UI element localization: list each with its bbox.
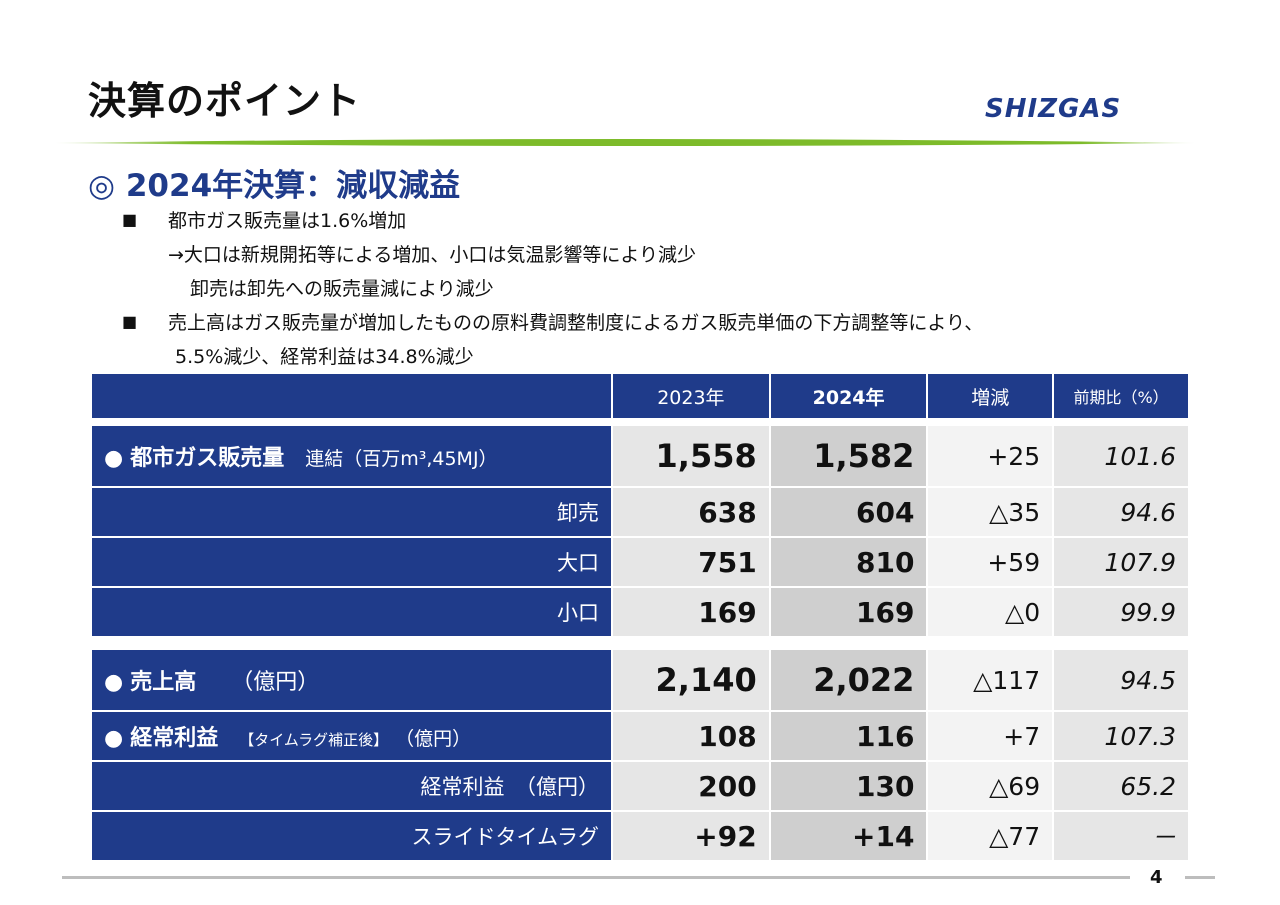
double-circle-icon: ◎ <box>88 168 116 204</box>
row-label-ordinary-adjusted: ● 経常利益 【タイムラグ補正後】 （億円） <box>92 712 612 760</box>
table-row: ● 経常利益 【タイムラグ補正後】 （億円） 108 116 +7 107.3 <box>92 712 1188 760</box>
value-change: △77 <box>928 812 1053 860</box>
value-2023: 108 <box>613 712 769 760</box>
footer-rule <box>62 876 1130 879</box>
value-2023: 2,140 <box>613 650 769 710</box>
value-ratio: 94.5 <box>1054 650 1188 710</box>
row-label-large: 大口 <box>92 538 612 586</box>
row-label-rest: （億円） <box>231 670 320 695</box>
value-2024: 130 <box>770 762 927 810</box>
row-label-rest: 連結（百万m³,45MJ） <box>305 448 498 470</box>
bullet-line-3: 卸売は卸先への販売量減により減少 <box>190 278 494 300</box>
table-header-row: 2023年 2024年 増減 前期比（%） <box>92 374 1188 418</box>
table-row: スライドタイムラグ +92 +14 △77 － <box>92 812 1188 860</box>
row-label-bold: 都市ガス販売量 <box>130 446 285 471</box>
header-2023: 2023年 <box>613 374 769 418</box>
row-label-sales: ● 売上高 （億円） <box>92 650 612 710</box>
value-change: +7 <box>928 712 1053 760</box>
row-label-ordinary: 経常利益 （億円） <box>92 762 612 810</box>
row-label-gas-volume: ● 都市ガス販売量 連結（百万m³,45MJ） <box>92 426 612 486</box>
bullet-line-2: →大口は新規開拓等による増加、小口は気温影響等により減少 <box>168 244 696 266</box>
page-number: 4 <box>1150 867 1163 888</box>
table-row: ● 売上高 （億円） 2,140 2,022 △117 94.5 <box>92 650 1188 710</box>
header-change: 増減 <box>928 374 1053 418</box>
header-green-rule <box>55 139 1195 146</box>
value-2023: 200 <box>613 762 769 810</box>
value-change: △117 <box>928 650 1053 710</box>
value-2024: 169 <box>770 588 927 636</box>
bullet-line-1: 都市ガス販売量は1.6%増加 <box>168 210 407 232</box>
section-heading: ◎ 2024年決算：減収減益 <box>88 160 460 205</box>
header-blank-cell <box>92 374 612 418</box>
value-2024: +14 <box>770 812 927 860</box>
footer-rule-end <box>1185 876 1215 879</box>
value-ratio: 94.6 <box>1054 488 1188 536</box>
section-heading-text: 2024年決算：減収減益 <box>125 168 461 204</box>
row-label-rest: （億円） <box>395 728 472 750</box>
bullet-line-4: 売上高はガス販売量が増加したものの原料費調整制度によるガス販売単価の下方調整等に… <box>168 312 984 334</box>
bullet-line-5: 5.5%減少、経常利益は34.8%減少 <box>175 346 474 368</box>
value-change: +59 <box>928 538 1053 586</box>
value-2023: 751 <box>613 538 769 586</box>
value-ratio: 65.2 <box>1054 762 1188 810</box>
header-yoy-ratio: 前期比（%） <box>1054 374 1188 418</box>
value-2024: 810 <box>770 538 927 586</box>
value-ratio: 107.3 <box>1054 712 1188 760</box>
results-table: 2023年 2024年 増減 前期比（%） ● 都市ガス販売量 連結（百万m³,… <box>90 372 1190 862</box>
table-row: 大口 751 810 +59 107.9 <box>92 538 1188 586</box>
shizgas-logo: SHIZGAS <box>985 94 1122 124</box>
value-ratio: 101.6 <box>1054 426 1188 486</box>
value-2024: 2,022 <box>770 650 927 710</box>
row-label-bold: 売上高 <box>130 670 197 695</box>
table-row: 小口 169 169 △0 99.9 <box>92 588 1188 636</box>
value-2023: +92 <box>613 812 769 860</box>
value-ratio: 99.9 <box>1054 588 1188 636</box>
row-label-tag: 【タイムラグ補正後】 <box>239 731 389 749</box>
value-change: △35 <box>928 488 1053 536</box>
table-row: ● 都市ガス販売量 連結（百万m³,45MJ） 1,558 1,582 +25 … <box>92 426 1188 486</box>
row-label-wholesale: 卸売 <box>92 488 612 536</box>
value-2023: 638 <box>613 488 769 536</box>
row-label-slide-time-lag: スライドタイムラグ <box>92 812 612 860</box>
value-2024: 604 <box>770 488 927 536</box>
row-label-small: 小口 <box>92 588 612 636</box>
value-ratio: － <box>1054 812 1188 860</box>
square-bullet-icon: ■ <box>122 210 138 229</box>
value-change: △69 <box>928 762 1053 810</box>
page-title: 決算のポイント <box>88 79 362 123</box>
value-2023: 169 <box>613 588 769 636</box>
value-2024: 116 <box>770 712 927 760</box>
value-change: +25 <box>928 426 1053 486</box>
square-bullet-icon: ■ <box>122 312 138 331</box>
header-2024: 2024年 <box>770 374 927 418</box>
table-row: 経常利益 （億円） 200 130 △69 65.2 <box>92 762 1188 810</box>
row-label-bold: 経常利益 <box>130 726 219 751</box>
value-2023: 1,558 <box>613 426 769 486</box>
bullet-dot-icon: ● <box>104 670 124 695</box>
value-change: △0 <box>928 588 1053 636</box>
value-ratio: 107.9 <box>1054 538 1188 586</box>
value-2024: 1,582 <box>770 426 927 486</box>
table-row: 卸売 638 604 △35 94.6 <box>92 488 1188 536</box>
bullet-dot-icon: ● <box>104 726 124 751</box>
bullet-dot-icon: ● <box>104 446 124 471</box>
